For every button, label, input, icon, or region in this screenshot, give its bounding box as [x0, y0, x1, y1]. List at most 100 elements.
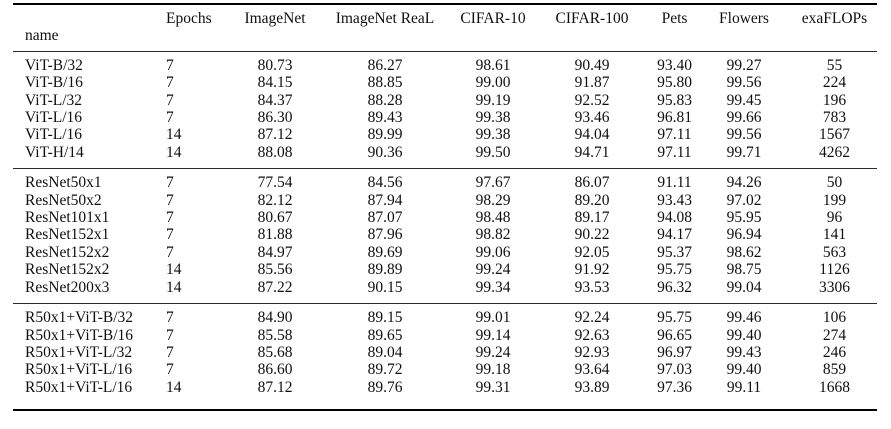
table-row: R50x1+ViT-L/32 7 85.68 89.04 99.24 92.93 96.97… — [13, 344, 877, 361]
row-group-0: ViT-B/32 7 80.73 86.27 98.61 90.49 93.40 99.27 5… — [13, 51, 877, 169]
cell-cifar-10: 97.67 — [475, 174, 511, 192]
cell-epochs: 7 — [166, 74, 174, 92]
cell-imagenet: 82.12 — [257, 191, 293, 209]
cell-flowers: 99.71 — [726, 143, 762, 161]
table-row: ResNet200x3 14 87.22 90.15 99.34 93.53 96.32 99… — [13, 279, 877, 304]
cell-cifar-10: 98.82 — [475, 226, 511, 244]
cell-epochs: 7 — [166, 309, 174, 327]
cell-pets: 94.17 — [657, 226, 692, 244]
cell-cifar-100: 89.20 — [574, 191, 610, 209]
cell-name: ResNet50x2 — [25, 191, 102, 209]
cell-name: ResNet152x2 — [25, 243, 110, 261]
cell-cifar-100: 86.07 — [574, 174, 610, 192]
column-header-spacer — [13, 4, 153, 27]
cell-epochs: 7 — [166, 361, 174, 379]
cell-imagenet: 77.54 — [257, 174, 293, 192]
cell-cifar-100: 89.17 — [574, 209, 610, 227]
cell-name: R50x1+ViT-L/32 — [25, 343, 133, 361]
cell-epochs: 14 — [166, 378, 182, 396]
cell-flowers: 97.02 — [726, 191, 762, 209]
table-row: ViT-H/14 14 88.08 90.36 99.50 94.71 97.11 99.71… — [13, 144, 877, 169]
column-header-epochs: Epochs — [166, 10, 212, 27]
cell-name: R50x1+ViT-L/16 — [25, 361, 133, 379]
cell-pets: 96.65 — [657, 326, 692, 344]
cell-cifar-10: 99.19 — [475, 91, 511, 109]
cell-imagenet-real: 89.04 — [367, 343, 403, 361]
column-header-empty — [792, 27, 877, 51]
cell-cifar-10: 99.38 — [475, 109, 511, 127]
cell-pets: 93.43 — [657, 191, 692, 209]
cell-epochs: 14 — [166, 126, 182, 144]
cell-epochs: 7 — [166, 243, 174, 261]
column-header-exaflops: exaFLOPs — [801, 10, 868, 27]
cell-cifar-10: 99.50 — [475, 143, 511, 161]
cell-flowers: 99.56 — [726, 126, 762, 144]
table-row: R50x1+ViT-L/16 7 86.60 89.72 99.18 93.64 97.03… — [13, 361, 877, 378]
cell-cifar-100: 94.04 — [574, 126, 610, 144]
cell-name: R50x1+ViT-B/32 — [25, 309, 134, 327]
paper-results-table-region: Epochs ImageNet ImageNet ReaL CIFAR-10 CIFAR… — [13, 3, 877, 412]
cell-flowers: 98.75 — [726, 261, 762, 279]
cell-cifar-100: 93.89 — [574, 378, 610, 396]
cell-pets: 97.11 — [657, 126, 692, 144]
cell-flowers: 99.45 — [726, 91, 762, 109]
cell-epochs: 7 — [166, 209, 174, 227]
cell-flowers: 98.62 — [726, 243, 762, 261]
cell-exaflops: 199 — [822, 191, 847, 209]
column-header-cifar-100: CIFAR-100 — [555, 10, 629, 27]
cell-epochs: 7 — [166, 56, 174, 74]
cell-pets: 95.83 — [657, 91, 692, 109]
cell-pets: 95.80 — [657, 74, 692, 92]
cell-flowers: 99.46 — [726, 309, 762, 327]
cell-cifar-10: 99.01 — [475, 309, 511, 327]
header-row-name: name — [13, 27, 877, 51]
column-header-empty — [153, 27, 235, 51]
cell-cifar-100: 93.53 — [574, 278, 610, 296]
cell-cifar-100: 92.24 — [574, 309, 610, 327]
cell-name: ViT-B/32 — [25, 56, 83, 74]
cell-imagenet: 84.37 — [257, 91, 293, 109]
cell-imagenet-real: 89.69 — [367, 243, 403, 261]
cell-cifar-10: 98.48 — [475, 209, 511, 227]
cell-cifar-100: 91.87 — [574, 74, 610, 92]
cell-epochs: 7 — [166, 326, 174, 344]
table-header: Epochs ImageNet ImageNet ReaL CIFAR-10 CIFAR… — [13, 4, 877, 52]
cell-epochs: 7 — [166, 109, 174, 127]
cell-imagenet-real: 88.85 — [367, 74, 403, 92]
cell-flowers: 99.27 — [726, 56, 762, 74]
cell-epochs: 14 — [166, 261, 182, 279]
row-group-2: R50x1+ViT-B/32 7 84.90 89.15 99.01 92.24 95.75… — [13, 304, 877, 411]
table-row: ResNet152x2 14 85.56 89.89 99.24 91.92 95.75 98… — [13, 261, 877, 278]
cell-pets: 96.97 — [657, 343, 692, 361]
table-row: ViT-B/32 7 80.73 86.27 98.61 90.49 93.40 99.27 5… — [13, 51, 877, 74]
cell-exaflops: 106 — [822, 309, 847, 327]
cell-name: ResNet50x1 — [25, 174, 102, 192]
cell-exaflops: 859 — [822, 361, 847, 379]
column-header-pets: Pets — [661, 10, 688, 27]
cell-imagenet-real: 87.07 — [367, 209, 403, 227]
cell-exaflops: 96 — [826, 209, 843, 227]
cell-cifar-100: 94.71 — [574, 143, 610, 161]
cell-epochs: 14 — [166, 278, 182, 296]
cell-flowers: 96.94 — [726, 226, 762, 244]
table-row: R50x1+ViT-B/16 7 85.58 89.65 99.14 92.63 96.65… — [13, 327, 877, 344]
cell-cifar-100: 93.64 — [574, 361, 610, 379]
table-row: ResNet50x2 7 82.12 87.94 98.29 89.20 93.43 97.0… — [13, 192, 877, 209]
cell-imagenet-real: 90.36 — [367, 143, 403, 161]
cell-imagenet: 84.90 — [257, 309, 293, 327]
cell-cifar-100: 91.92 — [574, 261, 610, 279]
cell-name: ResNet200x3 — [25, 278, 110, 296]
cell-name: ViT-L/16 — [25, 126, 83, 144]
table-row: R50x1+ViT-L/16 14 87.12 89.76 99.31 93.89 97.3… — [13, 379, 877, 410]
cell-exaflops: 1668 — [819, 378, 850, 396]
cell-flowers: 99.43 — [726, 343, 762, 361]
cell-imagenet: 86.60 — [257, 361, 293, 379]
column-header-empty — [455, 27, 531, 51]
cell-cifar-100: 92.52 — [574, 91, 610, 109]
cell-exaflops: 55 — [826, 56, 843, 74]
cell-imagenet: 87.22 — [257, 278, 293, 296]
cell-flowers: 99.40 — [726, 326, 762, 344]
cell-exaflops: 274 — [822, 326, 847, 344]
cell-cifar-10: 99.34 — [475, 278, 511, 296]
cell-flowers: 99.66 — [726, 109, 762, 127]
